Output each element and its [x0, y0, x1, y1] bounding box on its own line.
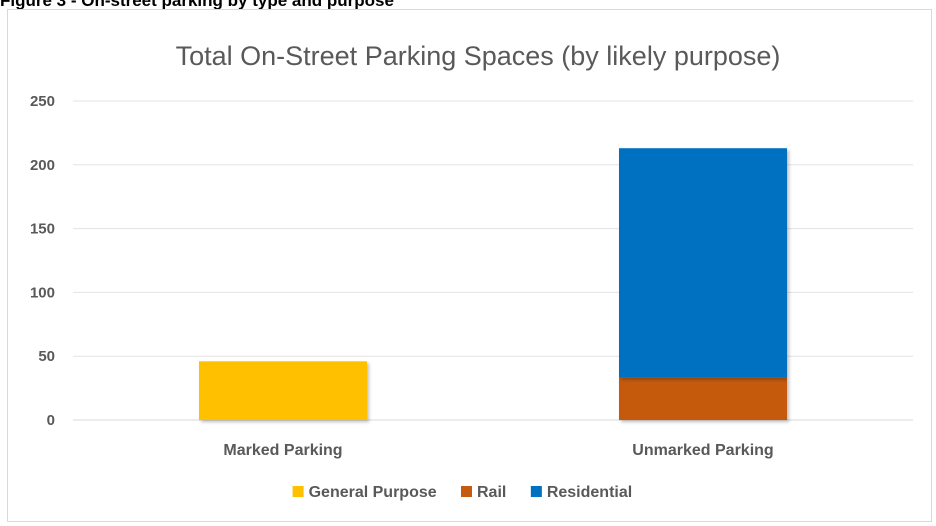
legend-item-general-purpose: General Purpose: [292, 484, 437, 501]
legend-label: General Purpose: [309, 484, 437, 501]
y-axis-tick-labels: 0 50 100 150 200 250: [30, 93, 55, 429]
chart-frame: Total On-Street Parking Spaces (by likel…: [7, 9, 932, 522]
legend-swatch: [530, 486, 542, 497]
y-tick-label: 250: [30, 93, 55, 110]
y-tick-label: 100: [30, 284, 55, 301]
figure-caption: Figure 3 - On-street parking by type and…: [0, 0, 936, 9]
y-tick-label: 200: [30, 157, 55, 174]
legend-swatch: [292, 486, 304, 497]
x-category-label: Unmarked Parking: [632, 442, 773, 459]
legend-label: Rail: [477, 484, 506, 501]
y-tick-label: 50: [38, 348, 55, 365]
y-tick-label: 0: [47, 412, 55, 429]
legend-swatch: [461, 486, 472, 497]
stacked-bar-chart: Total On-Street Parking Spaces (by likel…: [30, 41, 913, 501]
legend-item-residential: Residential: [530, 484, 632, 501]
bar-marked-parking-general-purpose: [199, 361, 367, 420]
legend-item-rail: Rail: [461, 484, 506, 501]
legend-label: Residential: [547, 484, 632, 501]
bars: [199, 148, 787, 420]
y-tick-label: 150: [30, 221, 55, 238]
x-axis-category-labels: Marked Parking Unmarked Parking: [223, 442, 773, 459]
chart-title: Total On-Street Parking Spaces (by likel…: [176, 41, 781, 71]
legend: General Purpose Rail Residential: [292, 484, 632, 501]
bar-unmarked-parking-residential: [619, 148, 787, 378]
x-category-label: Marked Parking: [223, 442, 342, 459]
bar-unmarked-parking-rail: [619, 377, 787, 420]
